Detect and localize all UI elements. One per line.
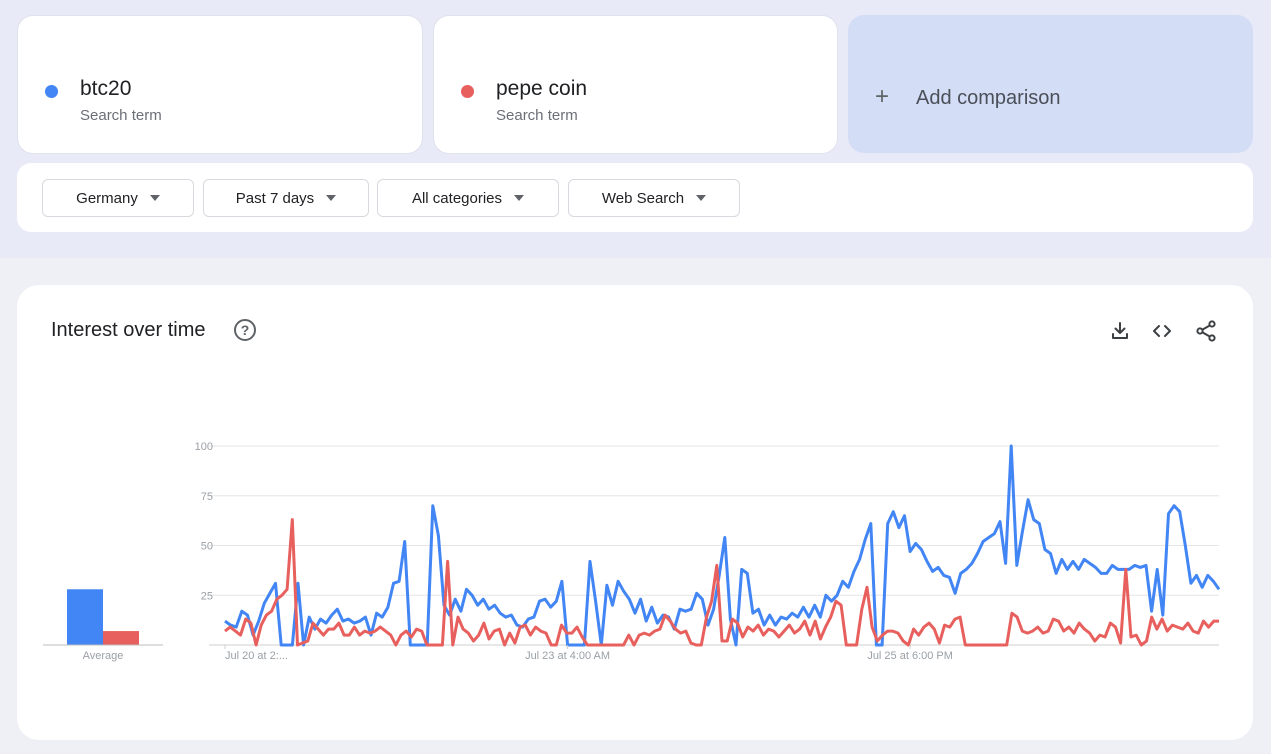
search-term-card-btc20[interactable]: btc20 Search term [17, 15, 423, 154]
search-term-card-pepe-coin[interactable]: pepe coin Search term [433, 15, 838, 154]
embed-code-icon[interactable] [1150, 319, 1174, 343]
interest-over-time-card: Interest over time ? 25 50 75 100 Average J… [17, 285, 1253, 740]
chart-title: Interest over time [51, 319, 206, 341]
caret-down-icon [514, 195, 525, 201]
series-line-pepe-coin [224, 518, 1219, 647]
add-comparison-button[interactable]: + Add comparison [848, 15, 1253, 153]
region-dropdown[interactable]: Germany [42, 179, 194, 217]
caret-down-icon [149, 195, 160, 201]
filter-bar: Germany Past 7 days All categories Web S… [17, 163, 1253, 232]
y-tick-label: 50 [201, 541, 213, 553]
download-icon[interactable] [1108, 319, 1132, 343]
series-line-btc20 [224, 444, 1221, 647]
interest-line-chart: 25 50 75 100 Average Jul 20 at 2:... Jul 23 … [43, 441, 1221, 662]
search-type-value: Web Search [601, 189, 685, 207]
caret-down-icon [696, 195, 707, 201]
share-icon[interactable] [1194, 319, 1218, 343]
x-tick-label: Jul 20 at 2:... [225, 650, 288, 662]
time-range-dropdown[interactable]: Past 7 days [203, 179, 369, 217]
average-label: Average [83, 650, 124, 662]
help-icon[interactable]: ? [234, 319, 256, 341]
average-bar-pepe-coin [103, 631, 139, 645]
series-color-dot [461, 85, 474, 98]
caret-down-icon [326, 195, 337, 201]
search-term-type: Search term [80, 107, 162, 124]
y-tick-label: 100 [195, 441, 213, 453]
time-range-value: Past 7 days [235, 189, 315, 207]
search-type-dropdown[interactable]: Web Search [568, 179, 740, 217]
plus-icon: + [875, 83, 890, 110]
category-value: All categories [411, 189, 503, 207]
search-term-label[interactable]: pepe coin [496, 77, 588, 100]
search-term-type: Search term [496, 107, 578, 124]
region-value: Germany [76, 189, 138, 207]
search-term-label[interactable]: btc20 [80, 77, 132, 100]
x-tick-label: Jul 25 at 6:00 PM [867, 650, 953, 662]
x-tick-label: Jul 23 at 4:00 AM [525, 650, 610, 662]
series-color-dot [45, 85, 58, 98]
average-bar-btc20 [67, 589, 103, 645]
category-dropdown[interactable]: All categories [377, 179, 559, 217]
add-comparison-label: Add comparison [916, 87, 1061, 109]
y-tick-label: 75 [201, 491, 213, 503]
y-tick-label: 25 [201, 590, 213, 602]
